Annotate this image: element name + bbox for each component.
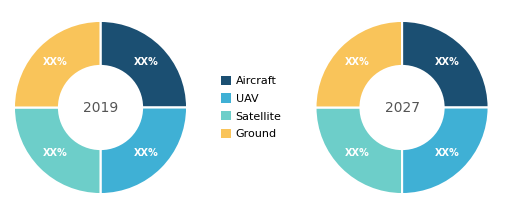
- Text: 2027: 2027: [385, 100, 419, 115]
- Wedge shape: [101, 108, 187, 194]
- Text: XX%: XX%: [344, 57, 369, 67]
- Wedge shape: [14, 21, 101, 108]
- Wedge shape: [315, 21, 402, 108]
- Wedge shape: [315, 108, 402, 194]
- Wedge shape: [101, 21, 187, 108]
- Text: XX%: XX%: [43, 148, 68, 158]
- Text: XX%: XX%: [43, 57, 68, 67]
- Wedge shape: [402, 21, 489, 108]
- Wedge shape: [402, 108, 489, 194]
- Text: XX%: XX%: [435, 57, 460, 67]
- Legend: Aircraft, UAV, Satellite, Ground: Aircraft, UAV, Satellite, Ground: [217, 71, 286, 144]
- Text: XX%: XX%: [344, 148, 369, 158]
- Wedge shape: [14, 108, 101, 194]
- Text: XX%: XX%: [435, 148, 460, 158]
- Text: XX%: XX%: [133, 57, 158, 67]
- Text: 2019: 2019: [83, 100, 118, 115]
- Text: XX%: XX%: [133, 148, 158, 158]
